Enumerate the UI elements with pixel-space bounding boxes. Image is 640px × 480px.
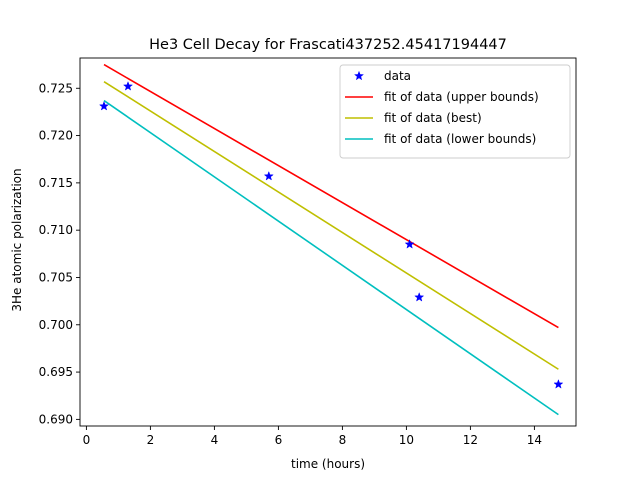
data-point-star <box>122 81 134 91</box>
x-tick-label: 0 <box>83 433 91 447</box>
series-line-1 <box>103 63 559 329</box>
y-tick-label: 0.725 <box>39 81 73 95</box>
legend-box <box>339 64 571 159</box>
y-tick-label: 0.695 <box>39 365 73 379</box>
legend: data fit of data (upper bounds) fit of dat… <box>339 64 571 159</box>
x-tick-label: 2 <box>147 433 155 447</box>
y-tick-label: 0.720 <box>39 129 73 143</box>
y-axis-ticks: 0.690 0.695 0.700 0.705 0.710 0.715 0.720 0.725 <box>39 81 80 426</box>
plot-area <box>79 57 577 427</box>
chart-title: He3 Cell Decay for Frascati437252.454171… <box>149 37 507 53</box>
data-point-star <box>553 379 564 389</box>
legend-label-1: fit of data (upper bounds) <box>384 90 539 104</box>
x-tick-label: 14 <box>527 433 542 447</box>
x-tick-label: 4 <box>211 433 219 447</box>
series-line-3 <box>103 99 559 416</box>
y-tick-label: 0.715 <box>39 176 73 190</box>
legend-label-0: data <box>384 69 411 83</box>
x-axis-ticks: 0 2 4 6 8 10 12 14 <box>83 426 542 447</box>
x-tick-label: 8 <box>339 433 347 447</box>
x-tick-label: 12 <box>463 433 478 447</box>
x-axis-label: time (hours) <box>291 457 365 471</box>
y-axis-label: 3He atomic polarization <box>10 168 24 311</box>
x-tick-label: 10 <box>399 433 414 447</box>
y-tick-label: 0.705 <box>39 270 73 284</box>
y-tick-label: 0.690 <box>39 412 73 426</box>
legend-label-3: fit of data (lower bounds) <box>384 132 536 146</box>
x-tick-label: 6 <box>275 433 283 447</box>
series-line-2 <box>103 80 559 370</box>
y-tick-label: 0.700 <box>39 318 73 332</box>
data-point-star <box>98 100 110 111</box>
legend-label-2: fit of data (best) <box>384 111 482 125</box>
y-tick-label: 0.710 <box>39 223 73 237</box>
axes-frame <box>79 57 577 427</box>
data-point-star <box>414 292 425 302</box>
data-point-star <box>263 170 274 181</box>
legend-marker-0 <box>353 70 365 81</box>
data-point-star <box>404 239 415 249</box>
